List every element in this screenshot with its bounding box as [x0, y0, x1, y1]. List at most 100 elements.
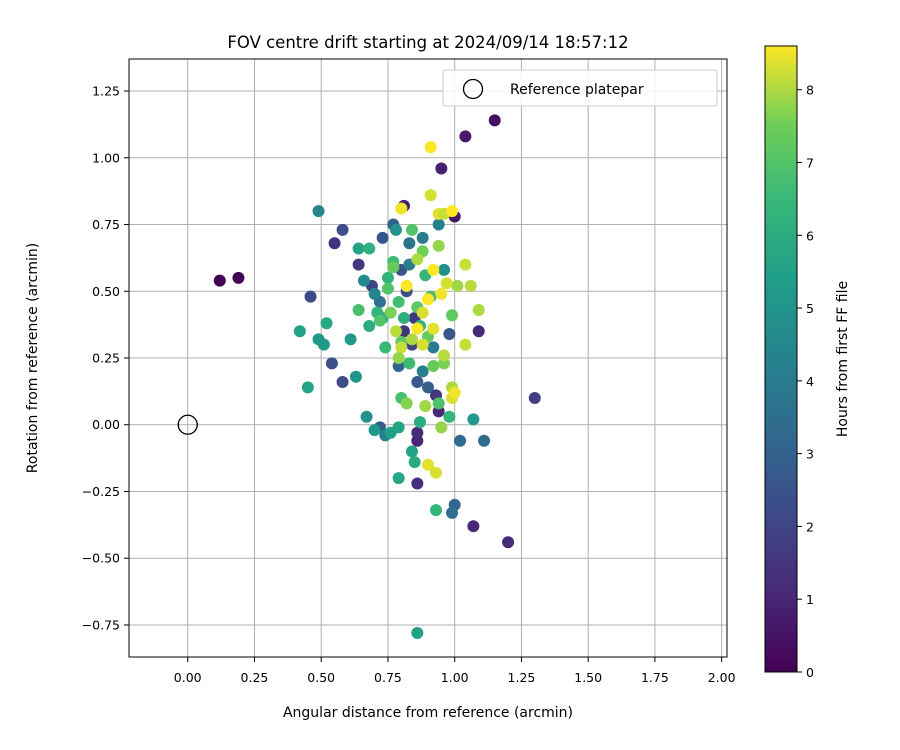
- x-tick-label: 0.75: [374, 670, 402, 685]
- scatter-point: [408, 456, 421, 469]
- colorbar-title: Hours from first FF file: [835, 281, 851, 437]
- scatter-point: [416, 338, 429, 351]
- scatter-point: [317, 338, 330, 351]
- chart-title: FOV centre drift starting at 2024/09/14 …: [227, 33, 628, 52]
- x-axis-title: Angular distance from reference (arcmin): [283, 705, 573, 721]
- scatter-point: [379, 341, 392, 354]
- scatter-point: [381, 271, 394, 284]
- scatter-point: [446, 309, 459, 322]
- scatter-point: [432, 239, 445, 252]
- scatter-point: [422, 458, 434, 471]
- scatter-point: [435, 162, 448, 175]
- grid: [129, 59, 727, 657]
- scatter-point: [392, 295, 405, 308]
- scatter-point: [395, 202, 408, 215]
- y-tick-label: 1.00: [92, 150, 120, 165]
- scatter-point: [328, 237, 341, 250]
- scatter-point: [430, 466, 443, 479]
- x-tick-label: 1.50: [574, 670, 602, 685]
- scatter-point: [438, 349, 451, 362]
- x-tick-label: 0.50: [307, 670, 335, 685]
- scatter-point: [403, 237, 416, 250]
- scatter-point: [381, 282, 394, 295]
- scatter-point: [424, 189, 437, 202]
- scatter-point: [352, 258, 365, 271]
- scatter-point: [352, 242, 365, 255]
- reference-marker: [177, 414, 198, 435]
- scatter-point: [427, 360, 440, 373]
- scatter-point: [301, 381, 314, 394]
- scatter-point: [411, 376, 424, 389]
- data-points: [213, 114, 541, 639]
- scatter-point: [325, 357, 338, 370]
- scatter-point: [368, 287, 381, 300]
- x-tick-label: 1.25: [508, 670, 536, 685]
- scatter-point: [443, 327, 456, 340]
- scatter-point: [440, 277, 453, 290]
- scatter-point: [459, 338, 472, 351]
- scatter-point: [405, 445, 418, 458]
- colorbar-tick-label: 0: [806, 665, 814, 680]
- scatter-point: [443, 410, 456, 423]
- x-tick-label: 1.75: [641, 670, 669, 685]
- legend-box: [442, 69, 718, 107]
- scatter-point: [320, 317, 333, 330]
- colorbar-tick-label: 2: [806, 519, 814, 534]
- colorbar-gradient: [764, 45, 798, 673]
- scatter-point: [427, 322, 440, 335]
- colorbar-tick-label: 3: [806, 447, 814, 462]
- scatter-point: [451, 279, 464, 292]
- y-tick-label: 0.00: [92, 417, 120, 432]
- scatter-point: [411, 626, 424, 639]
- y-tick-label: 0.25: [92, 351, 120, 366]
- scatter-point: [293, 325, 306, 338]
- scatter-point: [312, 205, 325, 218]
- y-tick-label: 0.75: [92, 217, 120, 232]
- scatter-point: [384, 306, 397, 319]
- y-tick-label: 1.25: [92, 84, 120, 99]
- y-axis-ticks: −0.75 −0.50 −0.25 0.00 0.25 0.50 0.75 1.00 1.25: [82, 84, 129, 632]
- scatter-point: [432, 218, 445, 231]
- scatter-point: [336, 223, 349, 236]
- colorbar-tick-label: 1: [806, 592, 814, 607]
- x-tick-label: 2.00: [708, 670, 736, 685]
- scatter-point: [363, 242, 376, 255]
- scatter-point: [459, 130, 472, 143]
- scatter-point: [405, 223, 418, 236]
- scatter-point: [435, 421, 448, 434]
- scatter-point: [392, 472, 405, 485]
- scatter-point: [459, 258, 472, 271]
- scatter-point: [349, 370, 362, 383]
- scatter-point: [528, 392, 541, 405]
- scatter-point: [416, 231, 429, 244]
- scatter-point: [446, 205, 459, 218]
- scatter-point: [360, 410, 373, 423]
- scatter-point: [413, 416, 426, 429]
- legend: Reference platepar: [442, 69, 718, 107]
- legend-label: Reference platepar: [510, 82, 644, 98]
- colorbar: 0 1 2 3 4 5 6 7 8 Hours from first FF file: [764, 45, 851, 680]
- scatter-point: [427, 263, 440, 276]
- scatter-point: [422, 293, 434, 306]
- scatter-point: [427, 341, 440, 354]
- scatter-point: [454, 434, 467, 447]
- scatter-point: [395, 341, 408, 354]
- scatter-point: [363, 319, 376, 332]
- colorbar-tick-label: 5: [806, 301, 814, 316]
- scatter-point: [389, 325, 402, 338]
- scatter-point: [232, 271, 245, 284]
- x-tick-label: 0.00: [174, 670, 202, 685]
- x-axis-ticks: 0.00 0.25 0.50 0.75 1.00 1.25 1.50 1.75 2.00: [174, 657, 736, 685]
- scatter-point: [435, 287, 448, 300]
- scatter-point: [432, 397, 445, 410]
- scatter-point: [467, 520, 480, 533]
- scatter-point: [368, 424, 381, 437]
- scatter-point: [416, 365, 429, 378]
- scatter-point: [422, 381, 434, 394]
- x-tick-label: 0.25: [241, 670, 269, 685]
- scatter-point: [400, 279, 413, 292]
- scatter-point: [373, 314, 386, 327]
- colorbar-tick-label: 8: [806, 83, 814, 98]
- scatter-point: [344, 333, 357, 346]
- reference-point: [177, 414, 198, 435]
